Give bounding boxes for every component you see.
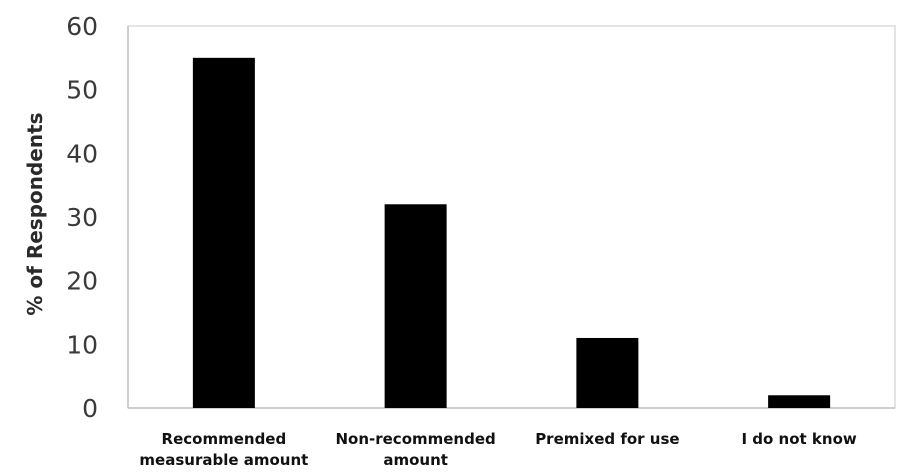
- plot-frame: [127, 25, 896, 409]
- x-category-label: Recommended measurable amount: [139, 430, 308, 469]
- bar: [192, 57, 255, 408]
- y-tick-label: 50: [66, 76, 98, 105]
- y-axis-title: % of Respondents: [23, 112, 47, 315]
- x-category-label: I do not know: [741, 430, 856, 448]
- y-tick-label: 30: [66, 203, 98, 232]
- y-tick-label: 20: [66, 267, 98, 296]
- y-tick-label: 10: [66, 330, 98, 359]
- y-tick-label: 40: [66, 139, 98, 168]
- bar: [384, 204, 447, 408]
- y-tick-label: 0: [82, 394, 98, 423]
- y-axis-ticks: 0 10 20 30 40 50 60: [66, 12, 98, 423]
- bar: [576, 337, 639, 408]
- y-tick-label: 60: [66, 12, 98, 41]
- x-category-label: Premixed for use: [535, 430, 679, 448]
- x-axis-category-labels: Recommended measurable amount Non-recommen…: [139, 430, 856, 469]
- bars: [192, 57, 831, 408]
- x-category-label: Non-recommended amount: [335, 430, 495, 469]
- bar: [768, 395, 831, 408]
